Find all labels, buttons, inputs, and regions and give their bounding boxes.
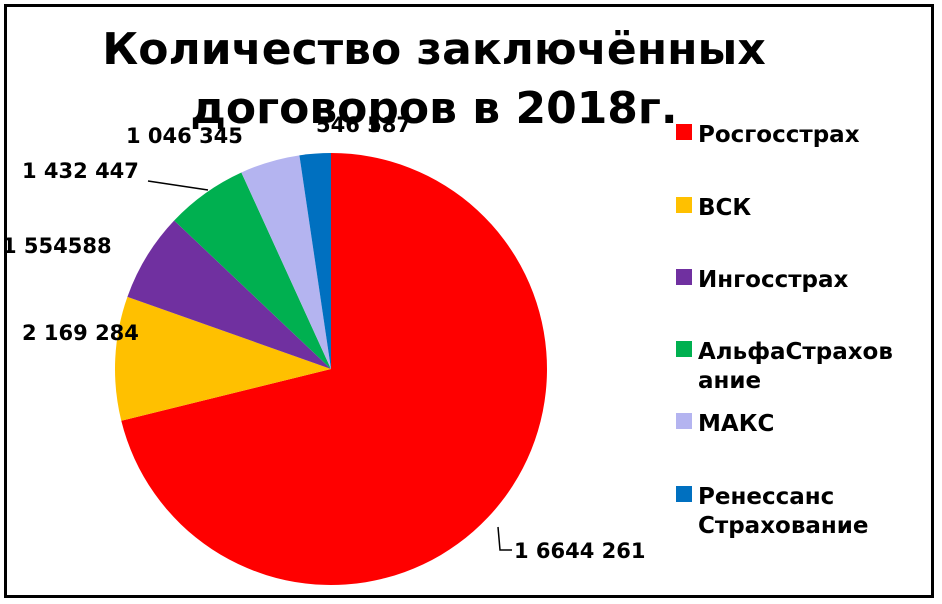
data-label: 1 6644 261 <box>514 539 646 563</box>
pie-slice <box>299 152 331 369</box>
pie-slice <box>127 220 331 369</box>
leader-line <box>497 526 512 551</box>
pie-slice <box>114 296 331 421</box>
legend-item: Росгосстрах <box>676 122 860 148</box>
legend-item: Ингосстрах <box>676 267 849 293</box>
chart-title-line-1: Количество заключённых <box>102 24 765 75</box>
pie-slice <box>121 153 547 585</box>
data-label: 1 046 345 <box>126 124 243 148</box>
legend-label: ание <box>698 368 761 394</box>
data-label: 2 169 284 <box>22 321 139 345</box>
chart-title: Количество заключённых договоров в 2018г… <box>102 24 765 134</box>
data-label: 546 587 <box>316 113 411 137</box>
leader-lines <box>147 180 512 551</box>
pie-slice <box>174 172 331 369</box>
legend-item: МАКС <box>676 411 774 437</box>
pie-slices <box>114 152 547 585</box>
legend-swatch <box>676 269 692 285</box>
legend-label: МАКС <box>698 411 774 437</box>
pie-slice <box>241 155 331 369</box>
leader-line <box>147 180 209 191</box>
data-labels: 1 6644 261 2 169 284 1 554588 1 432 447 1 04… <box>2 113 646 563</box>
legend-swatch <box>676 486 692 502</box>
legend-swatch <box>676 341 692 357</box>
legend-item: АльфаСтрахов ание <box>676 339 893 394</box>
legend-label: Страхование <box>698 513 869 539</box>
legend-swatch <box>676 124 692 140</box>
legend-label: Росгосстрах <box>698 122 860 148</box>
data-label: 1 554588 <box>2 234 112 258</box>
legend: Росгосстрах ВСК Ингосстрах АльфаСтрахов ание… <box>676 122 893 539</box>
chart-title-line-2: договоров в 2018г. <box>190 83 677 134</box>
legend-label: ВСК <box>698 195 751 221</box>
legend-label: АльфаСтрахов <box>698 339 893 365</box>
legend-label: Ренессанс <box>698 484 834 510</box>
legend-item: Ренессанс Страхование <box>676 484 869 539</box>
legend-item: ВСК <box>676 195 751 221</box>
legend-swatch <box>676 413 692 429</box>
legend-swatch <box>676 197 692 213</box>
legend-label: Ингосстрах <box>698 267 849 293</box>
data-label: 1 432 447 <box>22 159 139 183</box>
